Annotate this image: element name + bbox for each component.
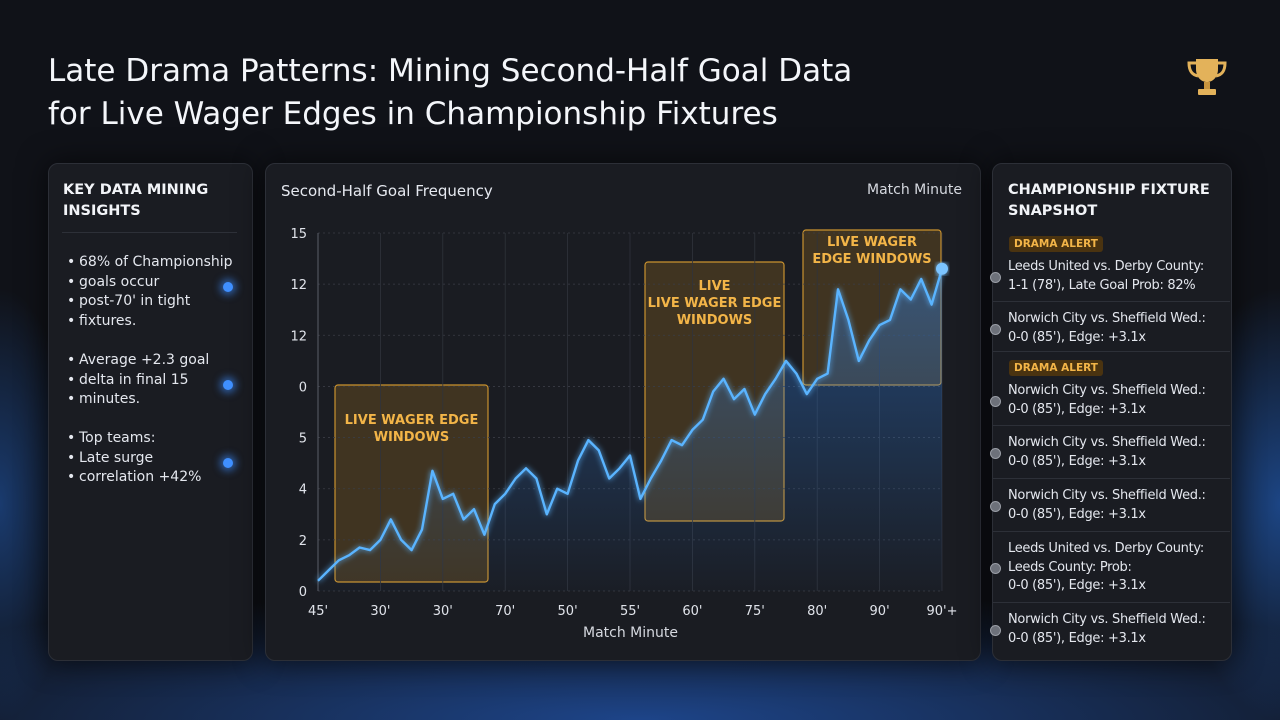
annotation-text: LIVE WAGER EDGE (344, 413, 479, 428)
annotation-text: WINDOWS (676, 313, 753, 328)
drama-badge: DRAMA ALERT (1009, 360, 1103, 376)
chart-title: Second-Half Goal Frequency (281, 182, 493, 200)
end-point (936, 262, 948, 275)
annotation-text: LIVE WAGER EDGE (647, 296, 782, 311)
separator (993, 351, 1230, 352)
insight-text: post-70' in tight (67, 292, 190, 312)
fixture-dot (990, 448, 1001, 459)
trophy-icon (1187, 59, 1227, 95)
x-tick-label: 70' (495, 604, 515, 619)
x-axis-label: Match Minute (583, 625, 678, 641)
fixture-text: 0-0 (85'), Edge: +3.1x (1008, 453, 1146, 469)
insights-title: KEY DATA MINING INSIGHTS (63, 182, 209, 219)
fixture-dot (990, 563, 1001, 574)
title-line: Late Drama Patterns: Mining Second-Half … (48, 53, 853, 89)
separator (993, 478, 1230, 479)
annotation-text: EDGE WINDOWS (812, 252, 932, 267)
x-tick-label: 50' (558, 604, 578, 619)
chart-subtitle: Match Minute (867, 182, 962, 198)
insight-icon (223, 458, 233, 468)
x-tick-label: 80' (807, 604, 827, 619)
fixture-text: 0-0 (85'), Edge: +3.1x (1008, 329, 1146, 345)
fixture-text: Norwich City vs. Sheffield Wed.: (1008, 488, 1206, 503)
y-tick-label: 15 (290, 227, 307, 242)
separator (993, 602, 1230, 603)
separator (993, 425, 1230, 426)
insight-icon (223, 380, 233, 390)
x-tick-label: 90' (870, 604, 890, 619)
line (317, 268, 944, 582)
fixture-text: Leeds United vs. Derby County: (1008, 259, 1204, 274)
separator (993, 301, 1230, 302)
x-tick-label: 90'+ (926, 604, 957, 619)
fixture-text: 0-0 (85'), Edge: +3.1x (1008, 578, 1146, 593)
insight-text: 68% of Championship (67, 253, 233, 273)
insight-text: Average +2.3 goal (67, 351, 209, 371)
fixture-dot (990, 272, 1001, 283)
x-tick-label: 45' (308, 604, 328, 619)
divider (62, 232, 237, 233)
x-tick-label: 30' (370, 604, 390, 619)
insights-panel (48, 163, 253, 661)
insight-text: delta in final 15 (67, 371, 188, 391)
y-tick-label: 4 (299, 483, 307, 498)
insight-text: fixtures. (67, 312, 136, 332)
x-tick-label: 55' (620, 604, 640, 619)
insight-text: Top teams: (67, 429, 155, 449)
drama-badge: DRAMA ALERT (1009, 236, 1103, 252)
insight-text: minutes. (67, 390, 140, 410)
fixture-text: Norwich City vs. Sheffield Wed.: (1008, 612, 1206, 627)
separator (993, 531, 1230, 532)
fixture-text: Leeds County: Prob: (1008, 559, 1132, 575)
fixture-text: 0-0 (85'), Edge: +3.1x (1008, 630, 1146, 646)
x-tick-label: 30' (433, 604, 453, 619)
fixture-text: Norwich City vs. Sheffield Wed.: (1008, 383, 1206, 398)
insight-text: Late surge (67, 449, 153, 469)
fixture-dot (990, 396, 1001, 407)
fixture-dot (990, 501, 1001, 512)
fixture-text: Norwich City vs. Sheffield Wed.: (1008, 435, 1206, 450)
snapshot-title: CHAMPIONSHIP FIXTURE SNAPSHOT (1008, 182, 1210, 219)
annotation-text: LIVE WAGER (827, 235, 917, 250)
fixture-text: 0-0 (85'), Edge: +3.1x (1008, 401, 1146, 417)
y-tick-label: 0 (299, 585, 307, 600)
y-tick-label: 5 (299, 432, 307, 447)
fixture-dot (990, 625, 1001, 636)
y-tick-label: 12 (290, 278, 307, 293)
insight-icon (223, 282, 233, 292)
annotation-text: WINDOWS (373, 430, 450, 445)
title-line: for Live Wager Edges in Championship Fix… (48, 96, 778, 132)
y-tick-label: 12 (290, 329, 307, 344)
fixture-text: Leeds United vs. Derby County: (1008, 541, 1204, 556)
annotation-text: LIVE (698, 279, 731, 294)
x-tick-label: 75' (745, 604, 765, 619)
y-tick-label: 0 (299, 380, 307, 395)
fixture-text: 1-1 (78'), Late Goal Prob: 82% (1008, 277, 1196, 293)
fixture-dot (990, 324, 1001, 335)
x-tick-label: 60' (682, 604, 702, 619)
y-tick-label: 2 (299, 534, 307, 549)
fixture-text: Norwich City vs. Sheffield Wed.: (1008, 311, 1206, 326)
page-title: Late Drama Patterns: Mining Second-Half … (48, 50, 852, 136)
insight-text: goals occur (67, 273, 159, 293)
fixture-text: 0-0 (85'), Edge: +3.1x (1008, 506, 1146, 522)
insight-text: correlation +42% (67, 468, 201, 488)
